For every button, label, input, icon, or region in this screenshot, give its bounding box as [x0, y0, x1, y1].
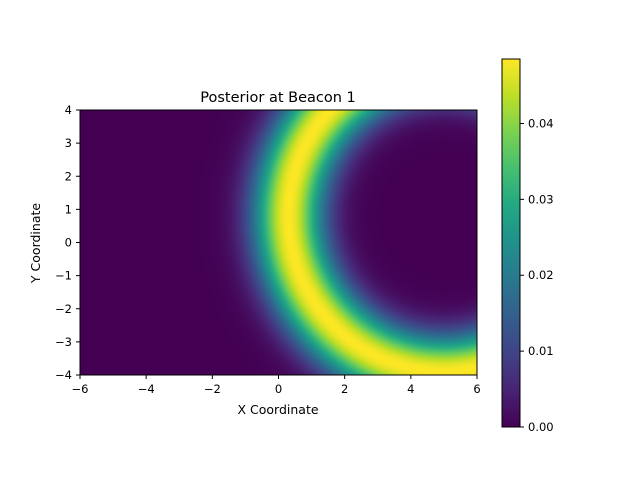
heatmap-image-container	[80, 110, 477, 375]
x-tick-label: 4	[407, 382, 414, 396]
y-tick-label: −3	[55, 335, 72, 349]
chart-title: Posterior at Beacon 1	[200, 90, 356, 106]
colorbar-frame	[501, 58, 521, 428]
heatmap-image	[80, 110, 477, 375]
x-tick-label: −2	[204, 382, 221, 396]
colorbar-gradient	[502, 59, 520, 427]
colorbar-ticks: 0.00 0.01 0.02 0.03 0.04	[520, 116, 554, 434]
colorbar-tick-label: 0.01	[528, 344, 554, 358]
x-tick-label: −6	[72, 382, 89, 396]
y-tick-label: 3	[65, 136, 72, 150]
y-tick-label: −1	[55, 269, 72, 283]
y-tick-label: 0	[65, 236, 72, 250]
y-tick-label: 2	[65, 169, 72, 183]
colorbar-tick-label: 0.00	[528, 420, 554, 434]
x-axis-ticks: −6 −4 −2 0 2 4 6	[72, 375, 481, 396]
x-tick-label: −4	[138, 382, 155, 396]
heatmap-plot-area	[79, 109, 478, 376]
x-axis-label: X Coordinate	[237, 402, 318, 417]
colorbar: 0.00 0.01 0.02 0.03 0.04	[501, 58, 554, 434]
x-tick-label: 6	[473, 382, 480, 396]
y-tick-label: −4	[55, 368, 72, 382]
x-tick-label: 0	[275, 382, 282, 396]
colorbar-tick-label: 0.03	[528, 192, 554, 206]
y-axis-ticks: −4 −3 −2 −1 0 1 2 3 4	[55, 103, 80, 382]
colorbar-tick-label: 0.02	[528, 268, 554, 282]
colorbar-tick-label: 0.04	[528, 116, 554, 130]
x-tick-label: 2	[341, 382, 348, 396]
y-tick-label: 4	[65, 103, 72, 117]
y-axis-label: Y Coordinate	[28, 203, 43, 284]
y-tick-label: −2	[55, 302, 72, 316]
y-tick-label: 1	[65, 202, 72, 216]
